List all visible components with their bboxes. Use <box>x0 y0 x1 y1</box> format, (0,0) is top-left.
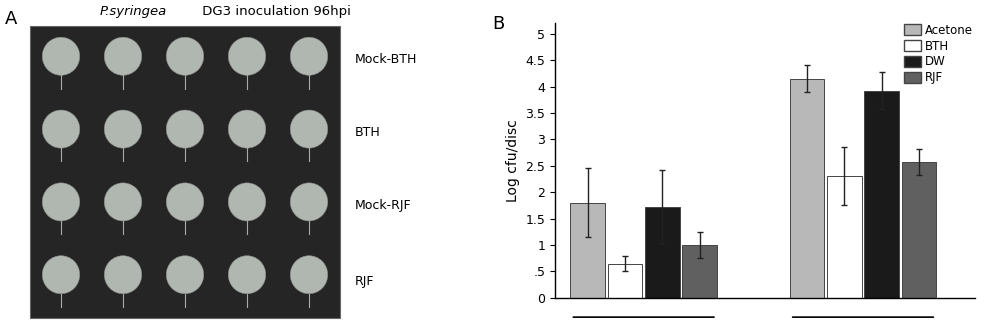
Text: Mock-BTH: Mock-BTH <box>355 53 417 66</box>
Ellipse shape <box>166 37 204 75</box>
Ellipse shape <box>228 37 266 75</box>
Ellipse shape <box>42 183 80 221</box>
Text: DG3 inoculation 96hpi: DG3 inoculation 96hpi <box>198 5 350 18</box>
Ellipse shape <box>166 183 204 221</box>
Bar <box>902 162 936 298</box>
Bar <box>827 176 862 298</box>
Bar <box>30 26 340 318</box>
Ellipse shape <box>104 256 142 294</box>
Legend: Acetone, BTH, DW, RJF: Acetone, BTH, DW, RJF <box>904 24 973 84</box>
Ellipse shape <box>42 37 80 75</box>
Ellipse shape <box>228 183 266 221</box>
Y-axis label: Log cfu/disc: Log cfu/disc <box>506 119 520 202</box>
Text: BTH: BTH <box>355 126 381 139</box>
Ellipse shape <box>290 256 328 294</box>
Bar <box>864 91 899 298</box>
Text: P.syringea: P.syringea <box>100 5 167 18</box>
Ellipse shape <box>104 37 142 75</box>
Bar <box>645 207 680 298</box>
Ellipse shape <box>42 110 80 148</box>
Ellipse shape <box>104 110 142 148</box>
Text: RJF: RJF <box>355 275 374 288</box>
Text: B: B <box>492 15 504 33</box>
Bar <box>570 203 605 298</box>
Ellipse shape <box>290 37 328 75</box>
Bar <box>608 263 642 298</box>
Text: Mock-RJF: Mock-RJF <box>355 199 412 212</box>
Ellipse shape <box>166 256 204 294</box>
Ellipse shape <box>290 110 328 148</box>
Ellipse shape <box>42 256 80 294</box>
Bar <box>682 245 717 298</box>
Ellipse shape <box>228 256 266 294</box>
Ellipse shape <box>104 183 142 221</box>
Ellipse shape <box>290 183 328 221</box>
Text: A: A <box>5 10 17 28</box>
Ellipse shape <box>228 110 266 148</box>
Bar <box>790 79 824 298</box>
Ellipse shape <box>166 110 204 148</box>
